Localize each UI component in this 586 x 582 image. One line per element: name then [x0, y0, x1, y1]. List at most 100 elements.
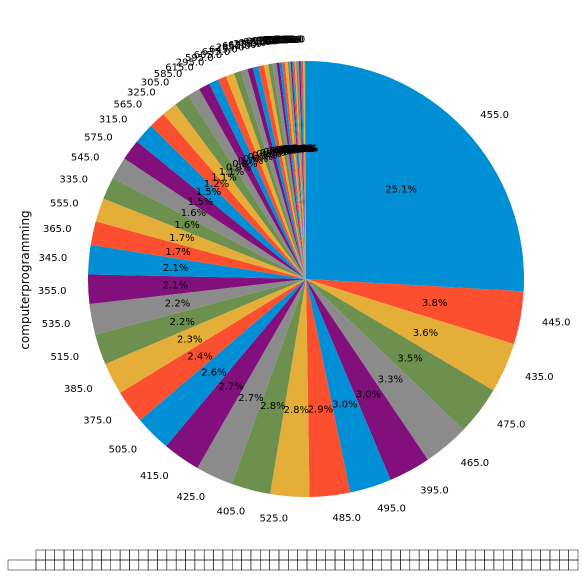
table-cell	[101, 550, 110, 560]
category-label: 355.0	[38, 286, 67, 297]
category-label: 565.0	[114, 99, 143, 110]
table-cell	[92, 550, 101, 560]
table-cell	[176, 550, 185, 560]
table-cell	[522, 560, 531, 570]
table-cell	[541, 550, 550, 560]
percent-label: 1.5%	[188, 197, 213, 208]
percent-label: 1.6%	[181, 208, 206, 219]
category-label: 525.0	[259, 514, 288, 525]
table-cell	[8, 560, 36, 570]
table-cell	[204, 550, 213, 560]
category-label: 315.0	[99, 114, 128, 125]
table-cell	[531, 550, 540, 560]
table-cell	[457, 560, 466, 570]
table-cell	[176, 560, 185, 570]
table-cell	[550, 560, 559, 570]
table-cell	[73, 560, 82, 570]
table-cell	[410, 560, 419, 570]
table-cell	[288, 560, 297, 570]
table-cell	[36, 560, 45, 570]
table-cell	[214, 550, 223, 560]
table-cell	[316, 560, 325, 570]
category-label: 365.0	[43, 224, 72, 235]
category-label: 505.0	[108, 445, 137, 456]
pie-slice	[306, 61, 524, 291]
table-cell	[466, 560, 475, 570]
table-cell	[83, 550, 92, 560]
percent-label: 2.6%	[201, 367, 226, 378]
table-cell	[335, 560, 344, 570]
table-cell	[120, 550, 129, 560]
table-cell	[513, 550, 522, 560]
table-cell	[279, 550, 288, 560]
table-cell	[531, 560, 540, 570]
table-cell	[45, 560, 54, 570]
table-cell	[251, 550, 260, 560]
category-label: 465.0	[461, 458, 490, 469]
table-cell	[195, 550, 204, 560]
table-cell	[214, 560, 223, 570]
category-label: 515.0	[50, 352, 79, 363]
category-label: 575.0	[84, 133, 113, 144]
table-cell	[223, 550, 232, 560]
table-cell	[223, 560, 232, 570]
table-cell	[400, 560, 409, 570]
table-cell	[485, 550, 494, 560]
percent-label: 25.1%	[385, 185, 417, 196]
table-cell	[363, 560, 372, 570]
table-cell	[326, 560, 335, 570]
percent-label: 3.0%	[332, 399, 357, 410]
percent-label: 2.1%	[163, 263, 188, 274]
category-label: 385.0	[64, 384, 93, 395]
table-cell	[260, 560, 269, 570]
table-cell	[569, 550, 578, 560]
table-cell	[428, 560, 437, 570]
table-cell	[232, 550, 241, 560]
category-label: 325.0	[127, 88, 156, 99]
category-label: 405.0	[217, 507, 246, 518]
percent-label: 3.5%	[397, 354, 422, 365]
table-cell	[419, 550, 428, 560]
table-cell	[382, 560, 391, 570]
table-cell	[45, 550, 54, 560]
table-cell	[541, 560, 550, 570]
table-cell	[569, 560, 578, 570]
table-cell	[129, 550, 138, 560]
table-cell	[466, 550, 475, 560]
table-cell	[157, 560, 166, 570]
table-cell	[167, 560, 176, 570]
table-cell	[242, 560, 251, 570]
table-cell	[344, 550, 353, 560]
category-label: 445.0	[542, 317, 571, 328]
table-cell	[148, 550, 157, 560]
category-label: 425.0	[176, 492, 205, 503]
table-cell	[298, 550, 307, 560]
table-cell	[438, 550, 447, 560]
category-label: 345.0	[39, 253, 68, 264]
table-cell	[559, 560, 568, 570]
percent-label: 2.7%	[218, 382, 243, 393]
table-cell	[36, 550, 45, 560]
category-label: 415.0	[140, 471, 169, 482]
percent-label: 2.8%	[284, 405, 309, 416]
table-cell	[298, 560, 307, 570]
table-cell	[129, 560, 138, 570]
table-cell	[363, 550, 372, 560]
table-cell	[494, 550, 503, 560]
category-label: 455.0	[480, 110, 509, 121]
table-cell	[316, 550, 325, 560]
table-cell	[372, 550, 381, 560]
table-cell	[475, 550, 484, 560]
table-cell	[270, 560, 279, 570]
y-axis-label: computerprogramming	[18, 210, 32, 349]
category-label: 395.0	[420, 485, 449, 496]
table-cell	[344, 560, 353, 570]
percent-label: 2.2%	[165, 299, 190, 310]
table-cell	[55, 550, 64, 560]
table-cell	[55, 560, 64, 570]
table-cell	[559, 550, 568, 560]
percent-label: 1.6%	[174, 220, 199, 231]
table-cell	[288, 550, 297, 560]
percent-label: 0.1%	[293, 144, 318, 155]
